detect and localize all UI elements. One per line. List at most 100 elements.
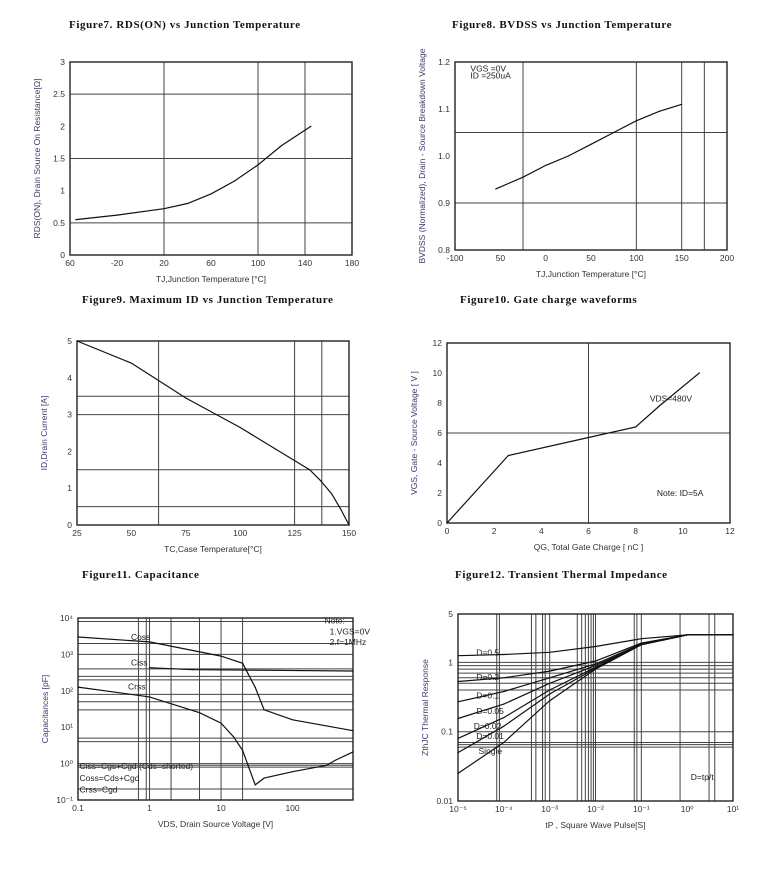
chart-figure10: 0 2 4 6 8 10 12 0 2 4 6 8 10 12 QG, Total Gate Charge …	[409, 338, 735, 552]
data-point	[549, 682, 551, 684]
data-point	[233, 180, 236, 182]
annotation-label: Coss	[131, 632, 150, 642]
x-axis-label: VDS, Drain Source Voltage [V]	[158, 819, 273, 829]
chart-figure7: 60 -20 20 60 100 140 180 0 0.5 1 1.5 2 2.5 3 TJ,Juncti…	[32, 57, 359, 284]
data-point	[446, 522, 448, 524]
data-point	[549, 651, 551, 653]
annotation-label: VGS =0V	[470, 63, 506, 73]
x-axis-label: TJ,Junction Temperature [°C]	[536, 269, 646, 279]
figure8-title: Figure8. BVDSS vs Junction Temperature	[452, 19, 673, 31]
x-tick-label: 150	[675, 253, 689, 263]
annotation-label: D=0.5	[476, 648, 499, 658]
data-point	[239, 426, 241, 429]
y-tick-label: 0.01	[436, 796, 453, 806]
y-tick-label: 1	[67, 483, 72, 493]
annotation-label: VDS=480V	[650, 394, 693, 404]
data-point	[233, 736, 235, 738]
data-point	[257, 164, 259, 166]
y-tick-label: 10⁰	[60, 759, 73, 769]
series-line-rds-on-	[75, 125, 312, 221]
y-tick-label: 10²	[61, 686, 73, 696]
data-point	[220, 655, 222, 657]
y-tick-label: 10	[433, 368, 443, 378]
data-point	[594, 664, 597, 667]
y-tick-label: 10⁴	[60, 613, 73, 623]
data-point	[116, 214, 118, 216]
data-point	[254, 686, 256, 688]
annotation-label: 1.VGS=0V	[330, 627, 371, 637]
plot-frame	[77, 617, 354, 801]
figure12-title: Figure12. Transient Thermal Impedance	[455, 569, 668, 581]
figure11-title: Figure11. Capacitance	[82, 569, 200, 581]
series-line-vgs	[446, 372, 700, 524]
data-point	[291, 719, 294, 721]
plot-frame	[457, 613, 734, 802]
data-point	[309, 469, 311, 471]
y-tick-label: 1	[60, 186, 65, 196]
data-point	[594, 645, 597, 648]
x-tick-label: 10¹	[727, 804, 739, 814]
data-point	[549, 670, 551, 672]
y-axis-label: RDS(ON), Drain Source On Resistance[Ω]	[32, 79, 42, 239]
data-point	[457, 772, 459, 775]
annotation-label: Ciss=Cgs+Cgd (Cds=shorted)	[80, 761, 194, 771]
figure10-title: Figure10. Gate charge waveforms	[460, 294, 638, 306]
chart-figure12: 10⁻⁵ 10⁻⁴ 10⁻³ 10⁻² 10⁻¹ 10⁰ 10¹ 0.01 0.1 1 5 tP , …	[420, 609, 739, 830]
x-tick-label: 20	[159, 258, 169, 268]
annotation-label: Crss	[128, 681, 145, 691]
x-tick-label: 10⁻¹	[633, 804, 650, 814]
data-point	[698, 372, 700, 374]
data-point	[198, 712, 201, 714]
y-tick-label: 4	[67, 373, 72, 383]
x-tick-label: 100	[285, 803, 299, 813]
x-tick-label: 10⁻⁴	[495, 804, 513, 814]
y-tick-label: 2.5	[53, 89, 65, 99]
data-point	[457, 701, 459, 703]
data-point	[640, 638, 642, 640]
plot-frame	[446, 342, 731, 524]
x-tick-label: 6	[586, 526, 591, 536]
annotation-label: D=0.2	[476, 672, 499, 682]
data-point	[635, 120, 637, 122]
annotation-label: Crss=Cgd	[80, 785, 118, 795]
x-tick-label: 8	[633, 526, 638, 536]
data-point	[594, 660, 597, 662]
data-point	[330, 493, 333, 495]
data-point	[522, 176, 524, 178]
x-tick-label: 4	[539, 526, 544, 536]
data-point	[352, 730, 354, 732]
plot-frame	[69, 61, 353, 256]
annotation-label: D=0.01	[476, 731, 504, 741]
y-tick-label: 2	[67, 446, 72, 456]
y-tick-label: 6	[437, 428, 442, 438]
series-line-crss	[77, 686, 354, 786]
data-point	[635, 426, 637, 428]
data-point	[352, 751, 354, 753]
y-tick-label: 10³	[61, 649, 73, 659]
data-point	[503, 725, 505, 727]
y-tick-label: 5	[67, 336, 72, 346]
data-point	[658, 110, 660, 112]
data-point	[686, 634, 688, 636]
x-tick-label: 10⁰	[681, 804, 694, 814]
data-point	[457, 737, 459, 740]
y-tick-label: 1	[448, 657, 453, 667]
x-tick-label: -100	[446, 253, 463, 263]
data-point	[457, 680, 459, 683]
annotation-label: Note: ID=5A	[657, 488, 704, 498]
y-tick-label: 1.1	[438, 104, 450, 114]
x-tick-label: -20	[111, 258, 124, 268]
x-axis-label: QG, Total Gate Charge [ nC ]	[534, 542, 643, 552]
data-point	[457, 655, 459, 657]
x-tick-label: 1	[147, 803, 152, 813]
x-axis-label: TC,Case Temperature[°C]	[164, 544, 262, 554]
x-tick-label: 50	[127, 528, 137, 538]
x-tick-label: 25	[72, 528, 82, 538]
data-point	[76, 340, 78, 342]
data-point	[549, 689, 551, 691]
y-tick-label: 0.1	[441, 727, 453, 737]
data-point	[130, 362, 132, 364]
data-point	[148, 696, 151, 698]
y-tick-label: 0	[67, 520, 72, 530]
